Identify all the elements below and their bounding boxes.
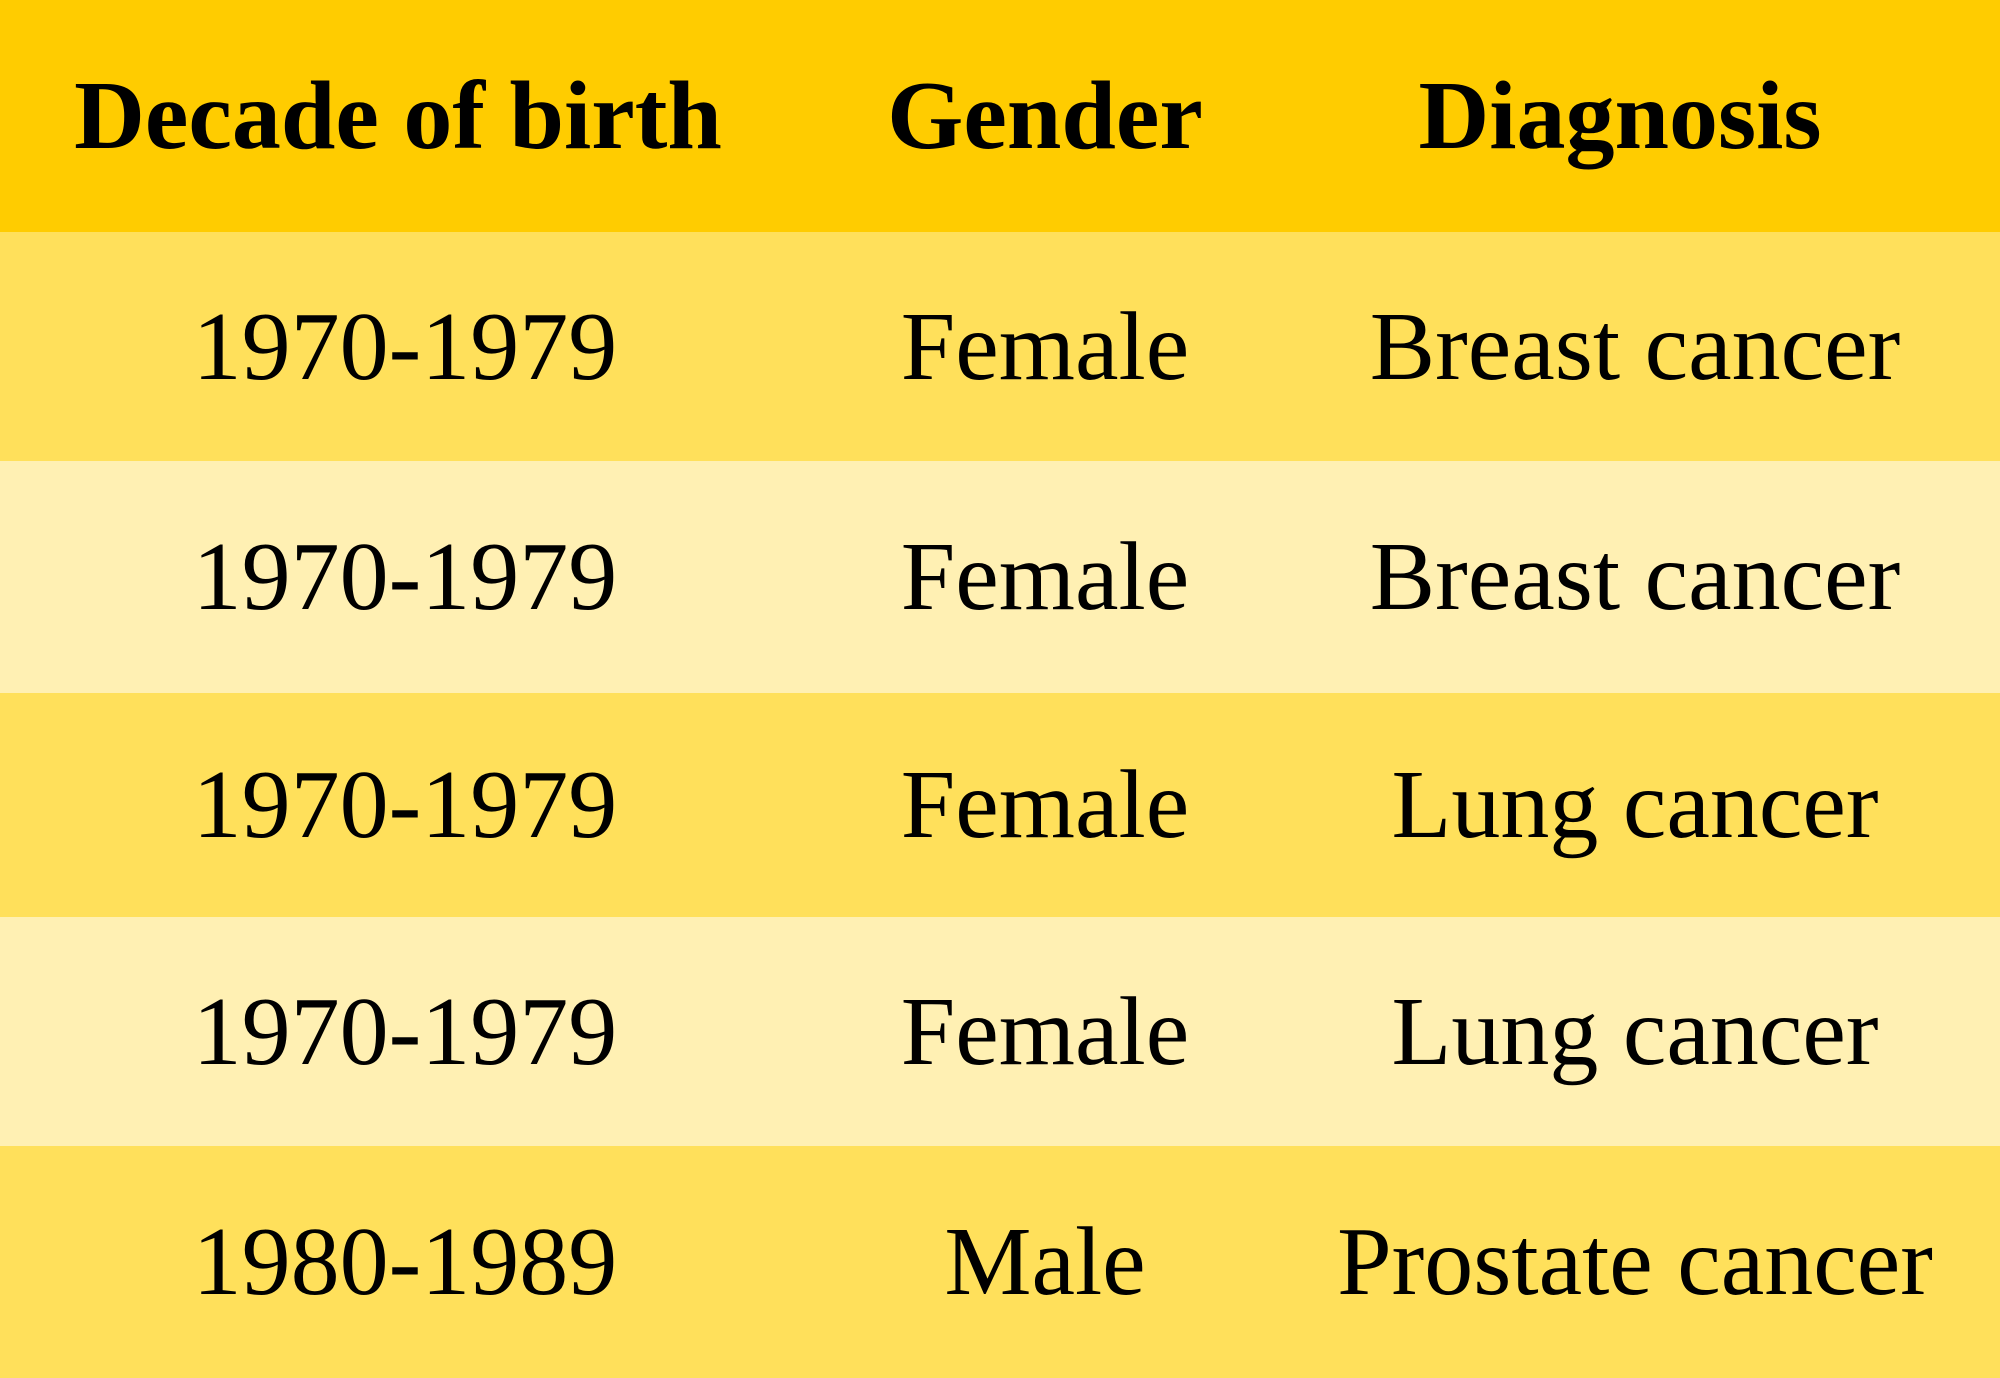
cell-gender: Female — [900, 523, 1190, 631]
cell-decade-of-birth: 1970-1979 — [192, 751, 618, 859]
header-gender: Gender — [887, 62, 1203, 170]
cell-gender: Female — [900, 977, 1190, 1086]
table-row: 1970-1979 Female Lung cancer — [0, 693, 2000, 917]
cell-decade-of-birth: 1970-1979 — [192, 292, 618, 401]
cell-diagnosis: Breast cancer — [1369, 523, 1901, 631]
table-header-row: Decade of birth Gender Diagnosis — [0, 0, 2000, 232]
cell-gender: Female — [900, 292, 1190, 401]
table-row: 1970-1979 Female Breast cancer — [0, 461, 2000, 693]
table-row: 1970-1979 Female Breast cancer — [0, 232, 2000, 461]
cell-gender: Male — [944, 1208, 1146, 1316]
cell-diagnosis: Prostate cancer — [1337, 1208, 1933, 1316]
cell-diagnosis: Breast cancer — [1369, 292, 1901, 401]
cell-decade-of-birth: 1970-1979 — [192, 523, 618, 631]
table-row: 1970-1979 Female Lung cancer — [0, 917, 2000, 1146]
table-row: 1980-1989 Male Prostate cancer — [0, 1146, 2000, 1378]
header-diagnosis: Diagnosis — [1418, 62, 1822, 170]
cell-decade-of-birth: 1970-1979 — [192, 977, 618, 1086]
cell-diagnosis: Lung cancer — [1391, 751, 1879, 859]
cell-diagnosis: Lung cancer — [1391, 977, 1879, 1086]
header-decade-of-birth: Decade of birth — [74, 62, 722, 170]
cell-gender: Female — [900, 751, 1190, 859]
cell-decade-of-birth: 1980-1989 — [192, 1208, 618, 1316]
